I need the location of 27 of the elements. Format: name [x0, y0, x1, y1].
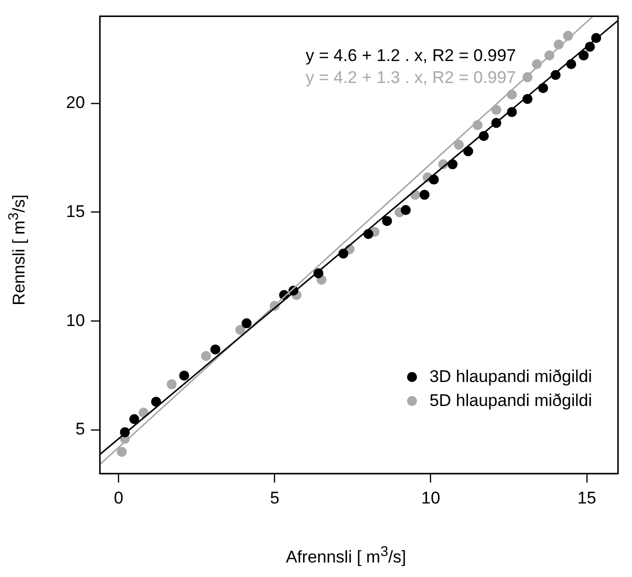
y-tick-label: 20 [66, 93, 85, 112]
annotation: y = 4.2 + 1.3 . x, R2 = 0.997 [306, 68, 516, 87]
point [166, 379, 177, 390]
point [235, 324, 246, 335]
point [578, 50, 589, 60]
point [454, 140, 464, 150]
point [242, 318, 252, 328]
y-tick-label: 5 [75, 420, 85, 439]
point [419, 190, 430, 200]
x-axis-title: Afrennsli [ m$^{3}$/s] [284, 544, 408, 568]
point [201, 350, 212, 361]
point [400, 205, 411, 216]
point [116, 446, 127, 457]
legend-label: 5D hlaupandi miðgildi [429, 391, 592, 411]
point [151, 396, 162, 407]
y-tick-label: 10 [66, 310, 85, 330]
x-tick-label: 10 [421, 488, 440, 508]
point [129, 414, 140, 424]
x-tick-label: 5 [270, 488, 280, 508]
x-tick-label: 0 [114, 488, 124, 508]
y-tick-label: 15 [66, 202, 85, 221]
legend-label: 3D hlaupandi miðgildi [429, 367, 592, 387]
point [210, 344, 220, 354]
x-tick-label: 15 [577, 488, 596, 508]
point [382, 216, 392, 226]
point [179, 370, 190, 381]
annotation: y = 4.6 + 1.2 . x, R2 = 0.997 [306, 46, 516, 65]
